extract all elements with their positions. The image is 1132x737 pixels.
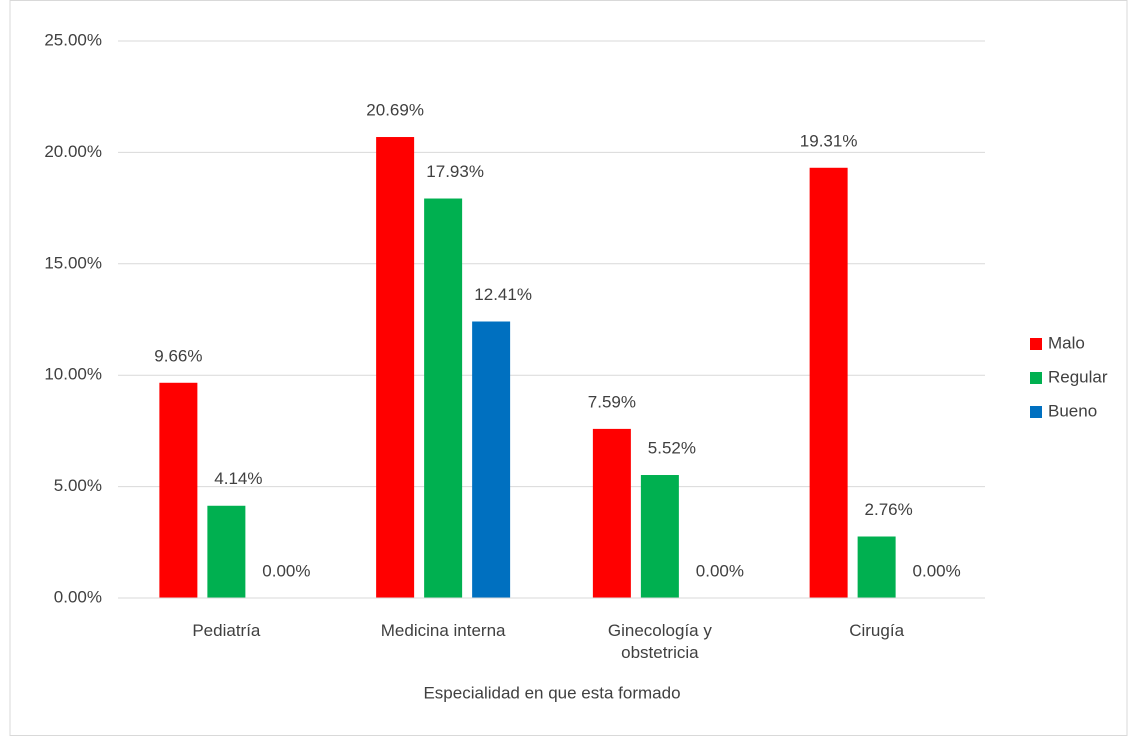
bar: [592, 428, 631, 598]
bar: [376, 137, 415, 598]
data-label: 17.93%: [426, 162, 484, 181]
bar: [159, 382, 198, 598]
data-label: 5.52%: [648, 438, 696, 457]
y-tick-label: 20.00%: [44, 142, 102, 161]
data-label: 2.76%: [865, 500, 913, 519]
data-label: 9.66%: [154, 346, 202, 365]
chart-border: [9, 0, 1128, 736]
legend-label: Bueno: [1048, 401, 1097, 420]
bar: [472, 321, 511, 598]
x-tick-label: Cirugía: [849, 621, 905, 640]
y-tick-label: 5.00%: [54, 476, 102, 495]
y-tick-label: 0.00%: [54, 587, 102, 606]
data-label: 12.41%: [474, 285, 532, 304]
legend-swatch: [1030, 406, 1042, 418]
legend-label: Malo: [1048, 333, 1085, 352]
x-axis-title: Especialidad en que esta formado: [423, 683, 680, 702]
y-tick-label: 10.00%: [44, 365, 102, 384]
data-label: 4.14%: [214, 469, 262, 488]
data-label: 19.31%: [800, 131, 858, 150]
bar: [857, 536, 896, 598]
legend-label: Regular: [1048, 367, 1108, 386]
data-label: 0.00%: [262, 561, 310, 580]
data-label: 7.59%: [588, 392, 636, 411]
data-label: 20.69%: [366, 101, 424, 120]
data-label: 0.00%: [696, 561, 744, 580]
x-tick-label: Medicina interna: [380, 621, 506, 640]
y-tick-label: 15.00%: [44, 253, 102, 272]
legend-swatch: [1030, 338, 1042, 350]
bar: [207, 505, 246, 598]
bar: [424, 198, 463, 599]
legend-swatch: [1030, 372, 1042, 384]
data-label: 0.00%: [913, 561, 961, 580]
bar: [640, 475, 679, 598]
x-tick-label: Pediatría: [192, 621, 261, 640]
x-tick-label: Ginecología y obstetricia: [607, 621, 712, 662]
y-tick-label: 25.00%: [44, 30, 102, 49]
bar: [809, 167, 848, 598]
